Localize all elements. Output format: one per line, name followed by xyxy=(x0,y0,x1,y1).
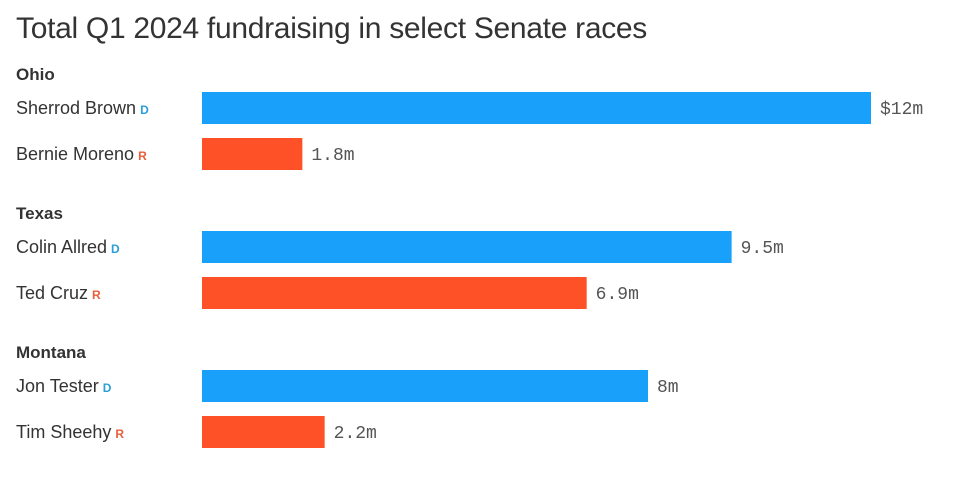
bar-sherrod-brown xyxy=(202,92,871,124)
bar-tim-sheehy xyxy=(202,416,325,448)
candidate-name-colin-allred: Colin Allred D xyxy=(16,237,120,257)
party-tag: R xyxy=(138,149,147,163)
bar-bernie-moreno xyxy=(202,138,303,170)
value-label-colin-allred: 9.5m xyxy=(741,239,784,259)
value-label-bernie-moreno: 1.8m xyxy=(311,146,354,166)
candidate-name-text: Bernie Moreno xyxy=(16,144,134,164)
group-label-ohio: Ohio xyxy=(16,65,55,84)
group-label-texas: Texas xyxy=(16,204,63,223)
bar-colin-allred xyxy=(202,231,732,263)
candidate-name-jon-tester: Jon Tester D xyxy=(16,376,112,396)
bar-jon-tester xyxy=(202,370,648,402)
party-tag: D xyxy=(140,103,149,117)
candidate-name-text: Sherrod Brown xyxy=(16,98,136,118)
party-tag: D xyxy=(111,242,120,256)
bar-ted-cruz xyxy=(202,277,587,309)
candidate-name-text: Tim Sheehy xyxy=(16,422,111,442)
chart-title: Total Q1 2024 fundraising in select Sena… xyxy=(16,12,647,45)
value-label-ted-cruz: 6.9m xyxy=(596,285,639,305)
party-tag: R xyxy=(115,427,124,441)
party-tag: R xyxy=(92,288,101,302)
value-label-jon-tester: 8m xyxy=(657,378,679,398)
candidate-name-tim-sheehy: Tim Sheehy R xyxy=(16,422,124,442)
candidate-name-sherrod-brown: Sherrod Brown D xyxy=(16,98,149,118)
party-tag: D xyxy=(103,381,112,395)
candidate-name-text: Colin Allred xyxy=(16,237,107,257)
value-label-tim-sheehy: 2.2m xyxy=(334,424,377,444)
candidate-name-ted-cruz: Ted Cruz R xyxy=(16,283,101,303)
value-label-sherrod-brown: $12m xyxy=(880,100,923,120)
candidate-name-bernie-moreno: Bernie Moreno R xyxy=(16,144,147,164)
candidate-name-text: Jon Tester xyxy=(16,376,99,396)
group-label-montana: Montana xyxy=(16,343,86,362)
candidate-name-text: Ted Cruz xyxy=(16,283,88,303)
